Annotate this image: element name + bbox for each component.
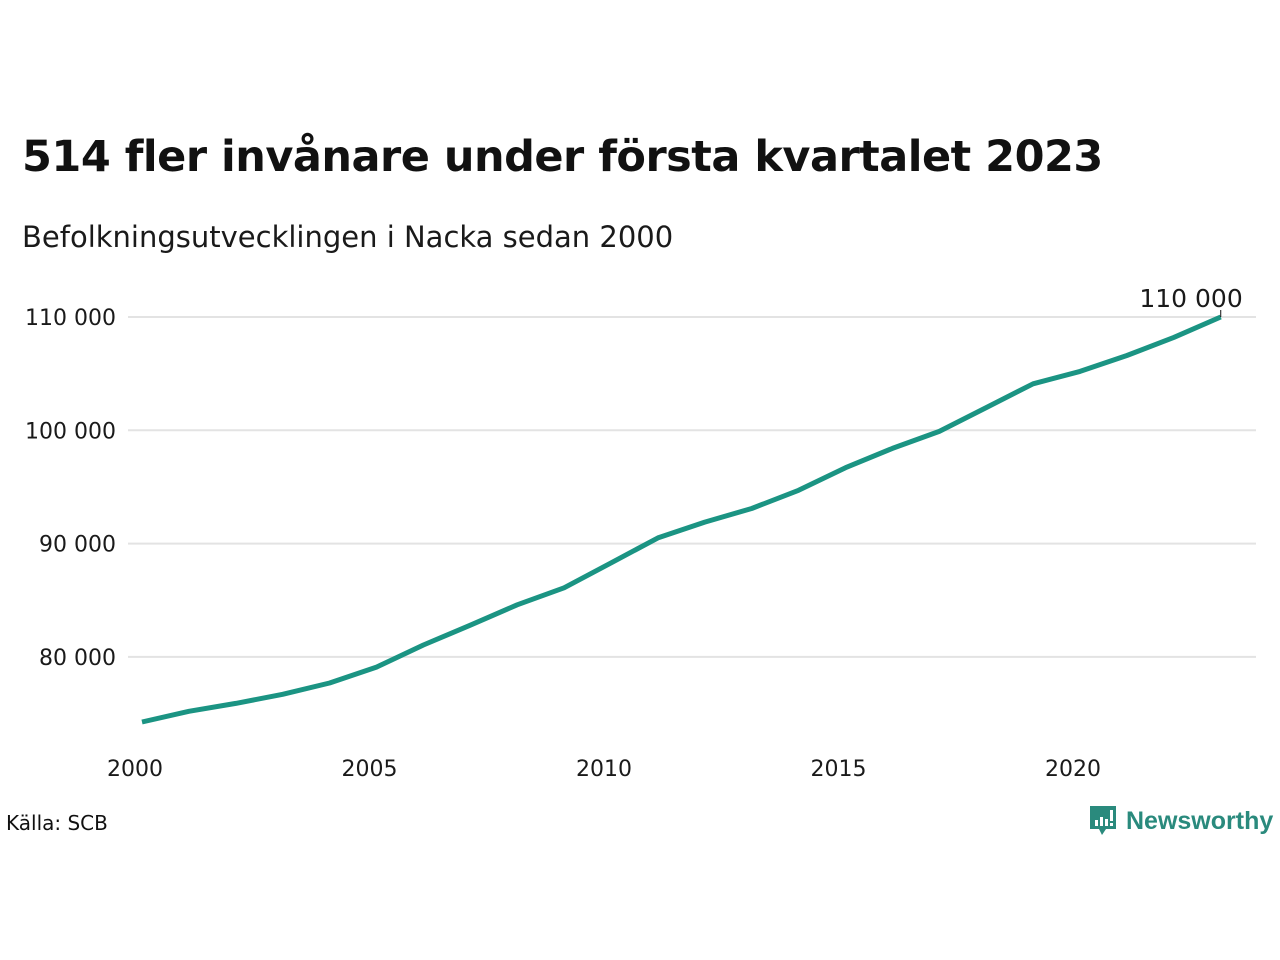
x-tick-label: 2020	[1045, 757, 1101, 782]
chart-title: 514 fler invånare under första kvartalet…	[22, 132, 1103, 182]
series-group	[141, 314, 1222, 725]
newsworthy-brand[interactable]: Newsworthy	[1088, 804, 1273, 838]
y-tick-label: 80 000	[39, 646, 116, 671]
y-tick-label: 90 000	[39, 533, 116, 558]
y-tick-label: 110 000	[25, 306, 116, 331]
series-line	[141, 314, 1222, 725]
x-tick-label: 2000	[107, 757, 163, 782]
y-axis-labels: 80 000 90 000 100 000 110 000	[25, 306, 116, 671]
chart-subtitle: Befolkningsutvecklingen i Nacka sedan 20…	[22, 220, 674, 254]
source-label: Källa: SCB	[6, 811, 108, 835]
newsworthy-logo-icon	[1090, 806, 1116, 835]
x-tick-label: 2015	[811, 757, 867, 782]
y-tick-label: 100 000	[25, 419, 116, 444]
brand-name: Newsworthy	[1126, 806, 1274, 835]
x-axis-labels: 2000 2005 2010 2015 2020	[107, 757, 1101, 782]
end-value-label: 110 000	[1139, 284, 1242, 313]
end-annotation: 110 000	[1139, 284, 1243, 317]
x-tick-label: 2005	[342, 757, 398, 782]
gridlines	[128, 316, 1256, 658]
x-tick-label: 2010	[576, 757, 632, 782]
